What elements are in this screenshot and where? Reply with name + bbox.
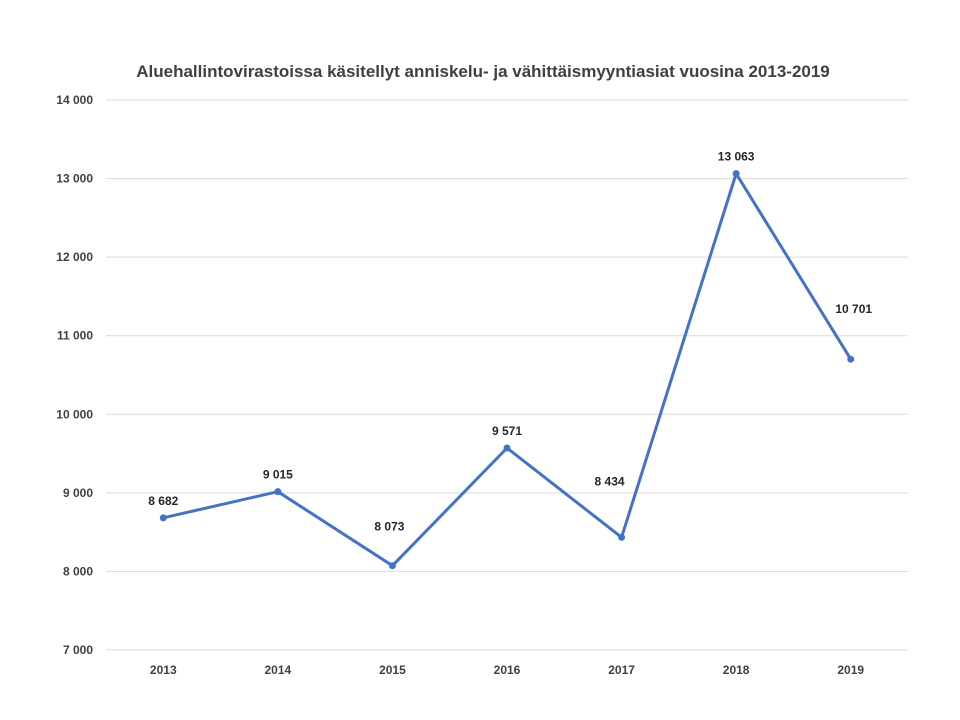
gridlines (106, 99, 908, 651)
series-line (161, 172, 853, 568)
x-tick-label: 2014 (265, 663, 292, 677)
y-tick-label: 10 000 (56, 407, 93, 421)
series-layer (159, 170, 855, 570)
data-labels: 8 682 9 015 8 073 9 571 8 434 13 063 10 701 (148, 150, 872, 534)
data-point (388, 562, 396, 570)
y-tick-label: 14 000 (56, 93, 93, 107)
data-label: 8 073 (374, 520, 404, 534)
data-label: 9 571 (492, 424, 522, 438)
data-point (503, 444, 511, 452)
x-tick-label: 2016 (494, 663, 521, 677)
data-label: 10 701 (835, 302, 872, 316)
y-tick-label: 12 000 (56, 250, 93, 264)
x-tick-label: 2013 (150, 663, 177, 677)
y-axis: 7 000 8 000 9 000 10 000 11 000 12 000 13 000 1… (56, 93, 93, 657)
data-label: 13 063 (718, 150, 755, 164)
chart-title: Aluehallintovirastoissa käsitellyt annis… (136, 62, 830, 81)
x-tick-label: 2015 (379, 663, 406, 677)
data-label: 8 682 (148, 494, 178, 508)
x-tick-label: 2017 (608, 663, 635, 677)
y-tick-label: 9 000 (63, 486, 93, 500)
x-tick-label: 2019 (837, 663, 864, 677)
x-axis: 2013 2014 2015 2016 2017 2018 2019 (150, 663, 864, 677)
data-point (618, 533, 626, 541)
y-tick-label: 13 000 (56, 172, 93, 186)
data-label: 9 015 (263, 468, 293, 482)
y-tick-label: 11 000 (57, 329, 93, 343)
data-point (847, 355, 855, 363)
data-point (274, 488, 282, 496)
data-label: 8 434 (595, 474, 625, 488)
data-point (732, 170, 740, 178)
y-tick-label: 8 000 (63, 564, 93, 578)
x-tick-label: 2018 (723, 663, 750, 677)
data-point (159, 514, 167, 522)
y-tick-label: 7 000 (63, 643, 93, 657)
